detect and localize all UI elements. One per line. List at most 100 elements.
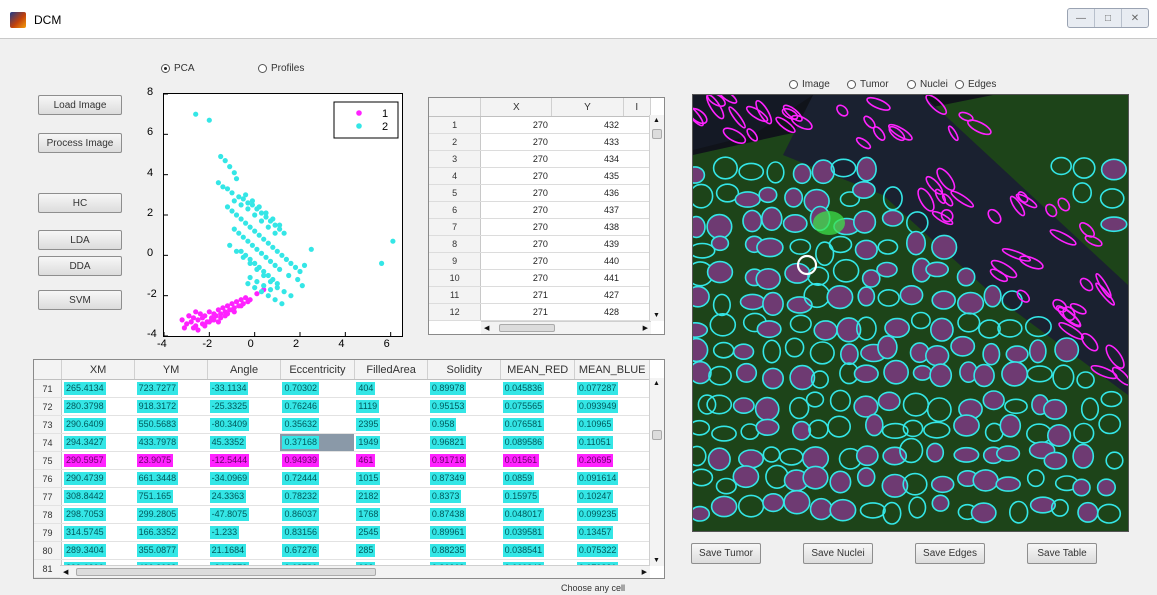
table-cell[interactable]: 0.94939 — [280, 451, 355, 470]
scroll-down-icon[interactable]: ▼ — [653, 312, 660, 319]
maximize-icon[interactable]: □ — [1095, 9, 1122, 27]
column-header-filledarea[interactable]: FilledArea — [354, 360, 429, 380]
table-cell[interactable]: 1768 — [354, 505, 428, 524]
cell-i[interactable] — [623, 150, 651, 168]
radio-pca[interactable]: PCA — [161, 63, 195, 74]
cell-i[interactable] — [623, 218, 651, 236]
scroll-down-icon[interactable]: ▼ — [653, 557, 660, 564]
lda-button[interactable]: LDA — [38, 230, 122, 250]
table-cell[interactable]: 0.89978 — [427, 379, 501, 398]
table-cell[interactable]: 0.958 — [427, 415, 501, 434]
cell-i[interactable] — [623, 167, 651, 185]
table-row[interactable]: 73 290.6409 550.5683 -80.3409 0.35632 2395 0.9… — [34, 415, 650, 434]
table-cell[interactable]: 298.7053 — [61, 505, 135, 524]
table-cell[interactable]: 723.7277 — [134, 379, 208, 398]
radio-profiles[interactable]: Profiles — [258, 63, 304, 74]
cell-y[interactable]: 439 — [551, 235, 624, 253]
table-cell[interactable]: 0.093949 — [574, 397, 650, 416]
table-cell[interactable]: 0.01561 — [500, 451, 575, 470]
table-cell[interactable]: 461 — [354, 451, 428, 470]
table-cell[interactable]: 0.8373 — [427, 487, 501, 506]
cell-i[interactable] — [623, 269, 651, 287]
minimize-icon[interactable]: — — [1068, 9, 1095, 27]
save-edges-button[interactable]: Save Edges — [915, 543, 985, 564]
table-cell[interactable]: 1119 — [354, 397, 428, 416]
radio-edges[interactable]: Edges — [955, 79, 996, 90]
table-cell[interactable]: 265.4134 — [61, 379, 135, 398]
pixel-coordinate-table[interactable]: X Y I 1 270 432 2 270 433 3 270 434 4 270 435 5 270 43… — [428, 97, 665, 335]
table-cell[interactable]: 299.2805 — [134, 505, 208, 524]
cell-i[interactable] — [623, 286, 651, 304]
table-cell[interactable]: 550.5683 — [134, 415, 208, 434]
close-icon[interactable]: ✕ — [1130, 12, 1140, 24]
table-cell[interactable]: 294.3427 — [61, 433, 135, 452]
radio-tumor[interactable]: Tumor — [847, 79, 889, 90]
cell-y[interactable]: 428 — [551, 303, 624, 321]
pixel-table-vertical-scrollbar[interactable]: ▲ ▼ — [649, 115, 664, 321]
table-cell[interactable]: 280.3798 — [61, 397, 135, 416]
cell-y[interactable]: 436 — [551, 184, 624, 202]
table-row[interactable]: 10 270 441 — [429, 269, 651, 287]
table-cell[interactable]: 290.6409 — [61, 415, 135, 434]
column-header-ym[interactable]: YM — [134, 360, 209, 380]
table-row[interactable]: 79 314.5745 166.3352 -1.233 0.83156 2545 0.899… — [34, 523, 650, 542]
radio-nuclei[interactable]: Nuclei — [907, 79, 948, 90]
table-row[interactable]: 76 290.4739 661.3448 -34.0969 0.72444 1015 0.8… — [34, 469, 650, 488]
table-cell[interactable]: 0.96821 — [427, 433, 501, 452]
cell-i[interactable] — [623, 235, 651, 253]
table-cell[interactable]: 0.0859 — [500, 469, 575, 488]
table-cell[interactable]: 285 — [354, 541, 428, 560]
table-cell[interactable]: -80.3409 — [207, 415, 281, 434]
table-cell[interactable]: 0.045836 — [500, 379, 575, 398]
table-cell[interactable]: 0.35632 — [280, 415, 355, 434]
column-header-mean-red[interactable]: MEAN_RED — [500, 360, 576, 380]
table-row[interactable]: 1 270 432 — [429, 116, 651, 134]
column-header-solidity[interactable]: Solidity — [427, 360, 502, 380]
table-cell[interactable]: 0.075322 — [574, 541, 650, 560]
scroll-right-icon[interactable]: ▶ — [642, 325, 648, 332]
table-cell[interactable]: 0.11051 — [574, 433, 650, 452]
table-cell[interactable]: 0.20695 — [574, 451, 650, 470]
table-row[interactable]: 2 270 433 — [429, 133, 651, 151]
cell-x[interactable]: 270 — [480, 235, 552, 253]
dda-button[interactable]: DDA — [38, 256, 122, 276]
table-cell[interactable]: 0.10247 — [574, 487, 650, 506]
table-cell[interactable]: 0.87438 — [427, 505, 501, 524]
cell-x[interactable]: 270 — [480, 269, 552, 287]
table-cell[interactable]: 355.0877 — [134, 541, 208, 560]
table-cell[interactable]: 0.091614 — [574, 469, 650, 488]
table-cell[interactable]: 0.83156 — [280, 523, 355, 542]
cell-y[interactable]: 434 — [551, 150, 624, 168]
table-row[interactable]: 75 290.5957 23.9075 -12.5444 0.94939 461 0.917… — [34, 451, 650, 470]
hc-button[interactable]: HC — [38, 193, 122, 213]
table-cell[interactable]: 0.039581 — [500, 523, 575, 542]
cell-y[interactable]: 437 — [551, 201, 624, 219]
scroll-up-icon[interactable]: ▲ — [653, 117, 660, 124]
table-cell[interactable]: 0.076581 — [500, 415, 575, 434]
cell-x[interactable]: 270 — [480, 167, 552, 185]
cell-x[interactable]: 270 — [480, 201, 552, 219]
table-cell[interactable]: 2545 — [354, 523, 428, 542]
table-row[interactable]: 5 270 436 — [429, 184, 651, 202]
cell-i[interactable] — [623, 252, 651, 270]
table-row[interactable]: 11 271 427 — [429, 286, 651, 304]
cell-x[interactable]: 270 — [480, 252, 552, 270]
table-cell[interactable]: 0.89961 — [427, 523, 501, 542]
table-row[interactable]: 72 280.3798 918.3172 -25.3325 0.76246 1119 0.9… — [34, 397, 650, 416]
cell-features-table[interactable]: XM YM Angle Eccentricity FilledArea Soli… — [33, 359, 665, 579]
column-header-eccentricity[interactable]: Eccentricity — [280, 360, 355, 380]
table-row[interactable]: 6 270 437 — [429, 201, 651, 219]
table-cell[interactable]: -33.1134 — [207, 379, 281, 398]
table-cell[interactable]: 661.3448 — [134, 469, 208, 488]
table-cell[interactable]: 0.099235 — [574, 505, 650, 524]
table-cell[interactable]: 0.78232 — [280, 487, 355, 506]
table-cell[interactable]: 404 — [354, 379, 428, 398]
table-row[interactable]: 7 270 438 — [429, 218, 651, 236]
table-cell[interactable]: -34.0969 — [207, 469, 281, 488]
save-table-button[interactable]: Save Table — [1027, 543, 1097, 564]
scroll-left-icon[interactable]: ◀ — [63, 569, 69, 576]
table-row[interactable]: 77 308.8442 751.165 24.3363 0.78232 2182 0.837… — [34, 487, 650, 506]
table-cell[interactable]: 0.86037 — [280, 505, 355, 524]
cell-y[interactable]: 427 — [551, 286, 624, 304]
